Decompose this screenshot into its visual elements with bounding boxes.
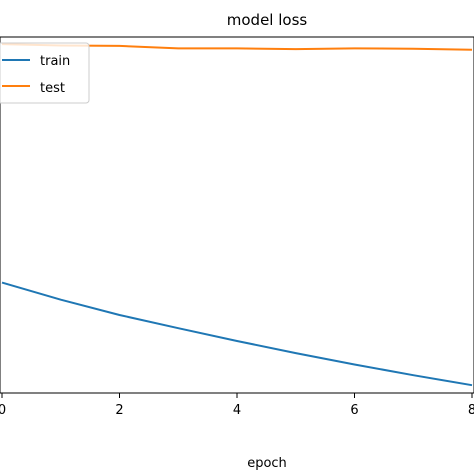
x-tick-label: 6	[350, 403, 358, 418]
legend: train test	[0, 42, 90, 104]
legend-label-train: train	[40, 54, 70, 69]
x-tick-label: 0	[0, 403, 6, 418]
x-tick-label: 2	[115, 403, 123, 418]
legend-box	[0, 42, 90, 104]
x-axis-label: epoch	[247, 456, 287, 471]
legend-label-test: test	[40, 81, 65, 96]
x-tick-label: 8	[468, 403, 474, 418]
x-tick-label: 4	[233, 403, 241, 418]
series-line-train	[1, 281, 473, 387]
chart-title: model loss	[227, 11, 308, 29]
x-axis-ticks: 0 2 4 6 8	[0, 393, 474, 418]
